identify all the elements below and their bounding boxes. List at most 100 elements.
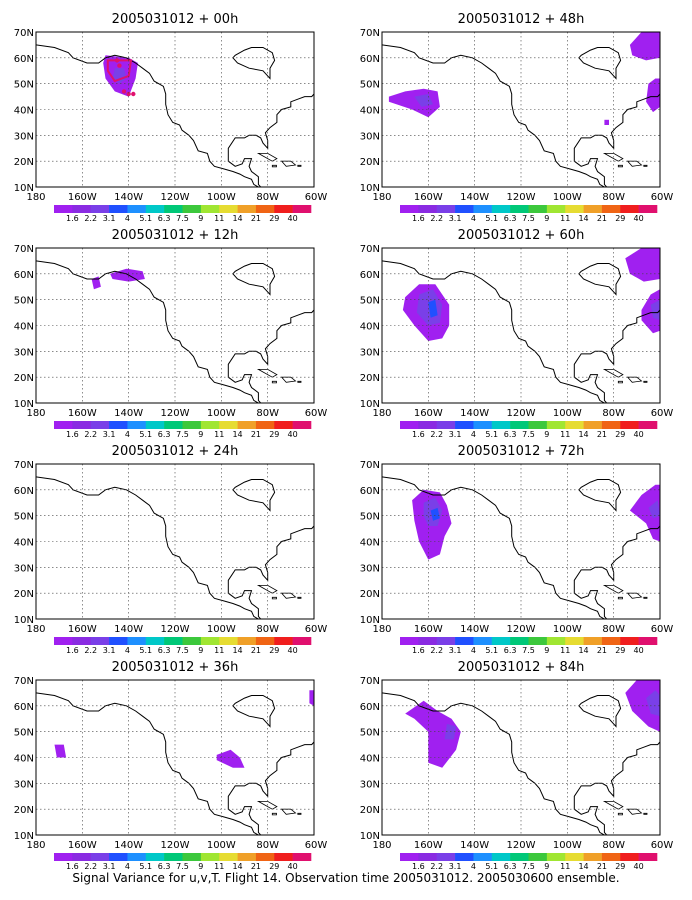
colorbar-label: 11 [214, 214, 224, 223]
colorbar-swatch [565, 205, 584, 213]
colorbar-label: 14 [232, 862, 242, 871]
colorbar-swatch [255, 853, 275, 861]
y-tick-label: 10N [14, 399, 34, 410]
island-outline [626, 592, 643, 599]
colorbar-label: 21 [597, 646, 607, 655]
y-tick-label: 50N [360, 728, 380, 739]
y-tick-label: 10N [360, 831, 380, 842]
colorbar-label: 5.1 [139, 214, 152, 223]
figure-caption: Signal Variance for u,v,T. Flight 14. Ob… [72, 871, 620, 885]
island-outline [602, 369, 624, 378]
contour-fill [641, 289, 660, 334]
colorbar-swatch [546, 421, 566, 429]
colorbar-label: 14 [578, 646, 588, 655]
y-tick-label: 70N [360, 676, 380, 687]
colorbar-swatch [255, 637, 275, 645]
colorbar-label: 7.5 [176, 430, 189, 439]
coastline [382, 260, 660, 403]
colorbar-label: 9 [544, 430, 549, 439]
y-tick-label: 60N [360, 270, 380, 281]
colorbar-swatch [72, 637, 92, 645]
colorbar-swatch [90, 421, 110, 429]
colorbar-swatch [491, 637, 511, 645]
island-outline [256, 369, 278, 378]
colorbar-swatch [583, 637, 603, 645]
x-tick-label: 80W [602, 408, 625, 419]
contour-fill [405, 700, 461, 768]
colorbar-label: 4 [471, 214, 476, 223]
x-tick-label: 160W [68, 408, 97, 419]
colorbar-swatch [145, 853, 165, 861]
colorbar-swatch [418, 853, 438, 861]
colorbar-label: 9 [198, 646, 203, 655]
colorbar-swatch [528, 421, 548, 429]
colorbar-swatch [528, 637, 548, 645]
map-panel: 2005031012 + 12h 180 160W 140W 120W 100W 80W 60… [14, 228, 328, 439]
x-tick-label: 80W [256, 624, 279, 635]
colorbar-swatch [164, 853, 183, 861]
colorbar-swatch [54, 637, 73, 645]
colorbar-swatch [292, 637, 312, 645]
colorbar-label: 14 [232, 430, 242, 439]
y-tick-label: 70N [14, 28, 34, 39]
panel-plot-area [382, 476, 660, 619]
colorbar-label: 7.5 [176, 214, 189, 223]
island-outline [280, 160, 297, 167]
colorbar-label: 9 [544, 646, 549, 655]
colorbar-label: 2.2 [430, 862, 443, 871]
colorbar-label: 6.3 [158, 646, 171, 655]
y-tick-label: 70N [14, 676, 34, 687]
y-tick-label: 10N [14, 615, 34, 626]
coastline [232, 263, 276, 296]
y-tick-label: 50N [14, 512, 34, 523]
island-outline [602, 585, 624, 594]
colorbar-label: 6.3 [504, 862, 517, 871]
coastline [382, 44, 660, 187]
panel-plot-area [382, 248, 660, 403]
y-tick-label: 20N [14, 589, 34, 600]
colorbar-swatch [473, 637, 493, 645]
panel-title: 2005031012 + 72h [458, 444, 585, 459]
panel-frame [381, 679, 661, 836]
y-tick-label: 20N [360, 589, 380, 600]
colorbar-label: 40 [634, 862, 644, 871]
coastline [36, 476, 314, 619]
colorbar-swatch [601, 853, 621, 861]
colorbar-swatch [455, 637, 474, 645]
y-tick-label: 30N [14, 131, 34, 142]
contour-fill [629, 484, 660, 542]
panel-frame [35, 247, 315, 404]
colorbar-label: 6.3 [158, 430, 171, 439]
x-tick-label: 60W [305, 840, 328, 851]
colorbar-swatch [528, 853, 548, 861]
colorbar-swatch [546, 205, 566, 213]
colorbar-swatch [436, 637, 456, 645]
y-tick-label: 30N [14, 779, 34, 790]
colorbar-label: 7.5 [522, 214, 535, 223]
colorbar-label: 3.1 [103, 214, 116, 223]
colorbar-swatch [255, 205, 275, 213]
colorbar-swatch [182, 205, 202, 213]
x-tick-label: 80W [602, 840, 625, 851]
colorbar-swatch [237, 421, 257, 429]
panel-title: 2005031012 + 60h [458, 228, 585, 243]
colorbar-swatch [510, 421, 529, 429]
colorbar-label: 29 [615, 214, 625, 223]
colorbar-label: 11 [214, 646, 224, 655]
contour-fill [54, 744, 67, 758]
y-tick-label: 40N [360, 106, 380, 117]
x-tick-label: 160W [414, 624, 443, 635]
colorbar-label: 1.6 [412, 862, 425, 871]
colorbar-label: 21 [251, 430, 261, 439]
colorbar-label: 4 [471, 430, 476, 439]
x-tick-label: 100W [553, 840, 582, 851]
x-tick-label: 120W [507, 840, 536, 851]
colorbar-swatch [72, 205, 92, 213]
colorbar-swatch [255, 421, 275, 429]
y-tick-label: 60N [360, 54, 380, 65]
x-tick-label: 120W [161, 624, 190, 635]
colorbar-swatch [620, 205, 639, 213]
y-tick-label: 10N [14, 183, 34, 194]
colorbar-swatch [90, 853, 110, 861]
